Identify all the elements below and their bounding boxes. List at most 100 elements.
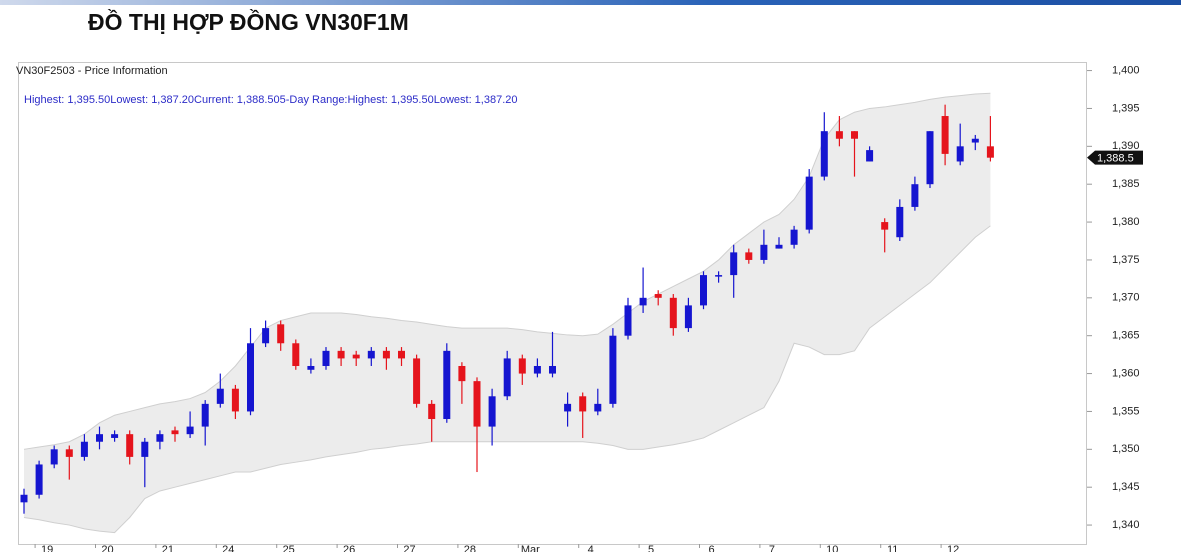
candle-body: [790, 229, 798, 245]
candle-body: [443, 350, 451, 420]
candle-body: [201, 403, 209, 427]
candle-body: [171, 430, 179, 435]
candle-body: [549, 365, 556, 374]
candle-body: [911, 184, 919, 207]
candle-body: [579, 396, 587, 412]
candle-body: [851, 131, 858, 139]
candle-body: [413, 358, 421, 404]
x-tick-label: 4: [588, 544, 594, 552]
candle-body: [367, 350, 375, 359]
candle-body: [307, 365, 315, 370]
candle-body: [428, 403, 436, 420]
candle-body: [594, 403, 602, 412]
y-tick-label: 1,350: [1112, 443, 1140, 455]
x-tick-label: 28: [464, 544, 476, 552]
x-tick-label: 19: [41, 544, 53, 552]
band-upper: [23, 92, 991, 450]
candle-body: [216, 388, 224, 404]
candle-body: [760, 244, 768, 260]
candle-body: [639, 297, 647, 306]
candle-body: [518, 358, 526, 374]
x-tick-label: Mar: [521, 544, 540, 552]
candle-body: [488, 396, 496, 427]
candle-body: [730, 252, 738, 276]
candle-body: [805, 176, 813, 230]
candle-body: [473, 381, 481, 427]
candle-body: [866, 150, 874, 162]
candle-body: [986, 146, 994, 158]
candle-body: [292, 343, 300, 366]
candle-body: [352, 354, 360, 359]
y-tick-label: 1,390: [1112, 140, 1140, 152]
top-bar: [0, 0, 1181, 5]
candle-body: [277, 324, 285, 344]
candle-body: [533, 365, 541, 374]
candle-body: [80, 441, 88, 457]
candle-body: [96, 434, 103, 442]
x-tick-label: 26: [343, 544, 355, 552]
y-tick-label: 1,365: [1112, 330, 1140, 342]
candle-body: [65, 449, 73, 457]
candle-body: [745, 252, 753, 260]
candle-body: [609, 335, 617, 404]
band-lower: [23, 225, 991, 534]
y-tick-label: 1,360: [1112, 367, 1140, 379]
candle-body: [247, 343, 254, 412]
candle-body: [337, 350, 345, 359]
x-tick-label: 11: [887, 544, 898, 552]
page-title: ĐỒ THỊ HỢP ĐỒNG VN30F1M: [88, 8, 409, 35]
candle-body: [896, 206, 904, 238]
candle-body: [700, 275, 707, 306]
candle-body: [956, 146, 964, 162]
y-tick-label: 1,345: [1112, 481, 1140, 493]
candle-body: [141, 441, 149, 457]
y-tick-label: 1,355: [1112, 405, 1140, 417]
chart-subtitle: Highest: 1,395.50Lowest: 1,387.20Current…: [24, 94, 518, 106]
candle-body: [126, 434, 134, 457]
x-tick-label: 5: [648, 544, 654, 552]
candle-body: [186, 426, 194, 435]
y-tick-label: 1,380: [1112, 216, 1140, 228]
candle-body: [20, 494, 28, 503]
x-tick-label: 20: [101, 544, 113, 552]
candle-body: [111, 434, 119, 438]
candle-body: [715, 275, 723, 277]
y-tick-label: 1,395: [1112, 102, 1140, 114]
candle-body: [50, 449, 58, 465]
x-tick-label: 25: [283, 544, 295, 552]
candle-body: [820, 131, 828, 177]
candle-body: [231, 388, 239, 412]
candle-body: [624, 305, 632, 336]
y-tick-label: 1,400: [1112, 64, 1140, 76]
candle-body: [458, 365, 466, 382]
x-tick-label: 10: [826, 544, 838, 552]
candle-body: [971, 138, 979, 143]
chart-title: VN30F2503 - Price Information: [16, 65, 168, 77]
candle-body: [684, 305, 692, 329]
candle-body: [322, 350, 330, 366]
x-tick-label: 21: [162, 544, 174, 552]
x-tick-label: 27: [403, 544, 415, 552]
x-tick-label: 24: [222, 544, 234, 552]
candle-body: [926, 131, 934, 185]
candle-body: [564, 403, 572, 412]
candle-body: [156, 434, 164, 442]
candle-body: [941, 116, 949, 154]
x-tick-label: 12: [947, 544, 959, 552]
candle-body: [835, 131, 843, 139]
y-tick-label: 1,375: [1112, 254, 1140, 266]
candle-body: [35, 464, 43, 495]
current-price-tag: [1087, 150, 1143, 165]
y-tick-label: 1,385: [1112, 178, 1140, 190]
candle-body: [881, 222, 889, 230]
candle-body: [262, 328, 270, 344]
candle-body: [382, 350, 390, 359]
y-tick-label: 1,340: [1112, 519, 1140, 531]
y-tick-label: 1,370: [1112, 292, 1140, 304]
current-price-label: 1,388.5: [1097, 153, 1134, 165]
x-tick-label: 7: [769, 544, 775, 552]
candle-body: [669, 297, 677, 329]
candle-body: [775, 244, 783, 249]
